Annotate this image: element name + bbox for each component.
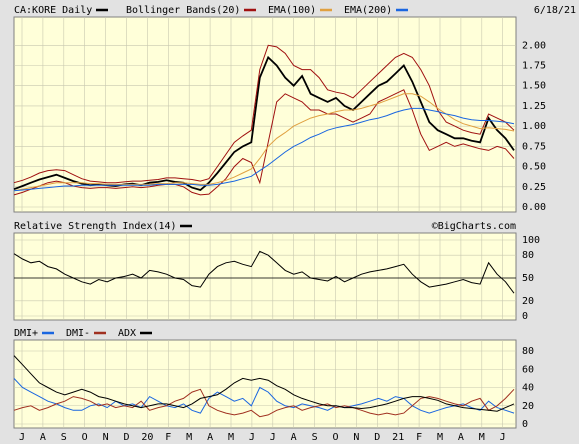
x-tick-label: J — [500, 432, 506, 443]
y-tick-label: 80 — [522, 250, 534, 261]
series-line — [13, 55, 515, 191]
panel — [13, 232, 517, 321]
series-line — [13, 93, 515, 192]
date: 6/18/21 — [534, 5, 576, 16]
x-tick-label: A — [458, 432, 464, 443]
x-tick-label: J — [270, 432, 276, 443]
legend-label: DMI- — [66, 328, 90, 339]
x-tick-label: N — [353, 432, 359, 443]
x-tick-label: D — [374, 432, 380, 443]
series-line — [13, 89, 515, 196]
series-line — [13, 378, 515, 414]
panel-title: CA:KORE Daily — [14, 5, 92, 16]
y-tick-label: 50 — [522, 273, 534, 284]
series-line — [13, 355, 515, 412]
x-tick-label: S — [61, 432, 67, 443]
y-tick-label: 80 — [522, 346, 534, 357]
x-tick-label: O — [332, 432, 338, 443]
legend-label: ADX — [118, 328, 136, 339]
legend-label: EMA(100) — [268, 5, 316, 16]
panel — [13, 339, 517, 429]
series-line — [13, 107, 515, 192]
y-tick-label: 0.50 — [522, 162, 546, 173]
y-tick-label: 0 — [522, 419, 528, 430]
series-line — [13, 250, 515, 294]
watermark: ©BigCharts.com — [432, 221, 516, 232]
x-tick-label: 21 — [392, 432, 404, 443]
legend-label: DMI+ — [14, 328, 38, 339]
y-tick-label: 0 — [522, 311, 528, 322]
x-tick-label: F — [165, 432, 171, 443]
y-tick-label: 40 — [522, 383, 534, 394]
y-tick-label: 0.00 — [522, 202, 546, 213]
panel — [13, 16, 517, 213]
x-tick-label: M — [228, 432, 234, 443]
y-tick-label: 2.00 — [522, 40, 546, 51]
x-tick-label: S — [312, 432, 318, 443]
x-tick-label: A — [207, 432, 213, 443]
y-tick-label: 20 — [522, 296, 534, 307]
x-tick-label: M — [437, 432, 443, 443]
legend-label: EMA(200) — [344, 5, 392, 16]
y-tick-label: 100 — [522, 235, 540, 246]
x-tick-label: O — [82, 432, 88, 443]
y-tick-label: 0.25 — [522, 182, 546, 193]
y-tick-label: 1.50 — [522, 81, 546, 92]
x-tick-label: M — [479, 432, 485, 443]
x-tick-label: M — [186, 432, 192, 443]
y-tick-label: 60 — [522, 364, 534, 375]
x-tick-label: J — [19, 432, 25, 443]
y-tick-label: 1.25 — [522, 101, 546, 112]
x-tick-label: F — [416, 432, 422, 443]
x-tick-label: N — [103, 432, 109, 443]
x-tick-label: A — [40, 432, 46, 443]
y-tick-label: 1.75 — [522, 61, 546, 72]
x-tick-label: A — [291, 432, 297, 443]
y-tick-label: 0.75 — [522, 141, 546, 152]
series-line — [13, 44, 515, 184]
legend-label: Bollinger Bands(20) — [126, 5, 240, 16]
x-tick-label: 20 — [141, 432, 153, 443]
series-line — [13, 388, 515, 418]
y-tick-label: 20 — [522, 401, 534, 412]
y-tick-label: 1.00 — [522, 121, 546, 132]
panel-title: Relative Strength Index(14) — [14, 221, 177, 232]
x-tick-label: D — [123, 432, 129, 443]
x-tick-label: J — [249, 432, 255, 443]
